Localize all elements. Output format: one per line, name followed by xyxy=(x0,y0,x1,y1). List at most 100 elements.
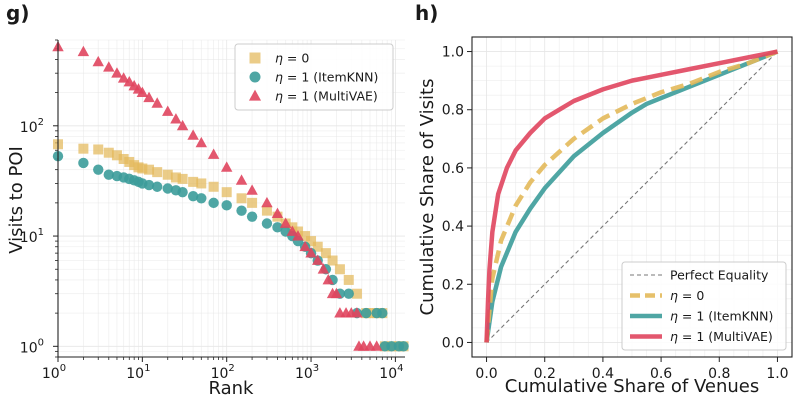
x-tick-label: 0.4 xyxy=(592,366,614,382)
series-line-0 xyxy=(486,51,778,343)
data-point-triangle xyxy=(103,61,115,72)
data-point-triangle xyxy=(312,254,324,265)
y-tick-label: 1.0 xyxy=(442,45,464,61)
data-point-square xyxy=(247,197,258,208)
data-point-square xyxy=(93,144,104,155)
y-tick-exponent: 0 xyxy=(38,337,44,348)
data-point-triangle xyxy=(370,340,383,351)
data-point-circle xyxy=(187,190,199,202)
panel-h-lines xyxy=(484,49,779,343)
y-tick-label: 0.8 xyxy=(442,103,464,119)
data-point-circle xyxy=(386,341,397,352)
legend-symbol: η xyxy=(275,51,283,66)
x-tick-exponent: 3 xyxy=(313,363,319,374)
legend-label: η = 0 xyxy=(670,288,704,303)
legend-text-rest: Perfect Equality xyxy=(670,268,769,283)
data-point-square xyxy=(236,193,247,204)
data-point-square xyxy=(118,153,129,164)
data-point-square xyxy=(327,255,338,266)
data-point-triangle xyxy=(170,113,182,124)
legend-label: η = 1 (MultiVAE) xyxy=(275,89,378,104)
data-point-square xyxy=(103,147,114,158)
x-tick-label: 0.8 xyxy=(708,366,730,382)
data-point-triangle xyxy=(330,287,343,299)
legend-symbol: η xyxy=(670,309,678,324)
data-point-square xyxy=(343,274,354,285)
y-tick-label: 101 xyxy=(20,227,44,246)
data-point-square xyxy=(137,163,148,174)
x-tick-label: 0.6 xyxy=(650,366,672,382)
data-point-triangle xyxy=(235,174,248,185)
data-point-triangle xyxy=(77,45,90,57)
data-point-triangle xyxy=(111,67,123,78)
legend-box xyxy=(234,43,394,111)
x-tick-base: 10 xyxy=(211,366,229,382)
data-point-triangle xyxy=(151,97,163,108)
x-tick-label: 0.2 xyxy=(534,366,556,382)
data-point-circle xyxy=(93,164,104,175)
legend-text-rest: = 0 xyxy=(283,51,309,66)
legend-label: η = 1 (ItemKNN) xyxy=(275,70,378,85)
legend-label: η = 1 (ItemKNN) xyxy=(670,309,773,324)
legend-symbol: η xyxy=(670,329,678,344)
panel-g-label: g) xyxy=(6,1,29,25)
data-point-square xyxy=(170,172,181,183)
x-tick-base: 10 xyxy=(379,366,397,382)
panel-g-xlabel: Rank xyxy=(209,378,255,399)
legend-text-rest: = 1 (MultiVAE) xyxy=(283,89,378,104)
data-point-triangle xyxy=(322,273,334,285)
data-point-square xyxy=(152,167,163,178)
x-tick-base: 10 xyxy=(126,366,144,382)
data-point-square xyxy=(196,178,207,189)
x-tick-exponent: 1 xyxy=(144,363,150,374)
panel-h-lorenz: h) 0.0 0.2 0.4 0.6 0.8 1.00.00.20.40.60.81.0 … xyxy=(415,1,793,397)
data-point-square xyxy=(320,248,331,259)
data-point-circle xyxy=(261,218,273,229)
series-line-2 xyxy=(484,49,779,343)
data-point-square xyxy=(78,143,89,154)
data-point-triangle xyxy=(92,55,104,67)
legend-symbol: η xyxy=(275,89,283,104)
data-point-triangle xyxy=(195,136,208,148)
legend-label: Perfect Equality xyxy=(670,268,769,283)
data-point-square xyxy=(208,181,219,192)
data-point-circle xyxy=(152,181,163,192)
legend-text-rest: = 1 (ItemKNN) xyxy=(678,309,773,324)
data-point-triangle xyxy=(299,240,311,252)
data-point-square xyxy=(306,236,317,247)
x-tick-base: 10 xyxy=(42,366,60,382)
panel-g-legend: η = 0η = 1 (ItemKNN)η = 1 (MultiVAE) xyxy=(234,43,394,111)
data-point-triangle xyxy=(136,86,149,98)
data-point-triangle xyxy=(162,105,174,116)
x-tick-base: 10 xyxy=(295,366,313,382)
data-point-triangle xyxy=(220,161,233,172)
data-point-circle xyxy=(143,179,155,191)
data-point-circle xyxy=(398,341,409,352)
x-tick-label: 102 xyxy=(211,363,235,382)
data-point-square xyxy=(312,241,323,252)
data-point-square xyxy=(221,187,232,198)
data-point-square xyxy=(334,264,345,275)
x-tick-label: 100 xyxy=(42,363,66,382)
legend-marker xyxy=(248,89,262,101)
data-point-triangle xyxy=(279,217,292,228)
data-point-square xyxy=(351,288,362,299)
legend-label: η = 0 xyxy=(275,51,309,66)
data-point-circle xyxy=(236,205,247,216)
data-point-square xyxy=(162,169,173,180)
y-tick-label: 100 xyxy=(20,337,44,356)
y-tick-label: 0.2 xyxy=(442,277,464,293)
legend-symbol: η xyxy=(670,288,678,303)
data-point-triangle xyxy=(117,72,130,83)
data-point-circle xyxy=(221,200,232,211)
x-tick-label: 101 xyxy=(126,363,150,382)
data-point-circle xyxy=(196,193,207,204)
data-point-square xyxy=(177,173,188,184)
legend-text-rest: = 1 (ItemKNN) xyxy=(283,70,378,85)
data-point-triangle xyxy=(261,196,273,208)
data-point-square xyxy=(261,205,272,216)
